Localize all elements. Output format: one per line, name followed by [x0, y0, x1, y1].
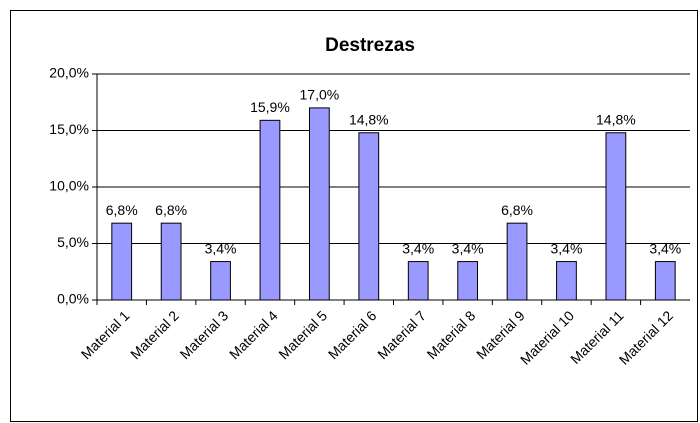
bar: [605, 132, 627, 301]
y-tick-label: 20,0%: [49, 65, 89, 81]
value-label: 3,4%: [205, 240, 237, 256]
bar: [308, 107, 330, 301]
value-label: 6,8%: [501, 202, 533, 218]
value-label: 3,4%: [550, 240, 582, 256]
value-label: 15,9%: [250, 99, 290, 115]
value-label: 17,0%: [300, 87, 340, 103]
y-tick-label: 10,0%: [49, 178, 89, 194]
value-label: 6,8%: [106, 202, 138, 218]
value-label: 3,4%: [649, 240, 681, 256]
chart-title: Destrezas: [325, 35, 415, 56]
value-label: 6,8%: [155, 202, 187, 218]
bar: [358, 132, 380, 301]
value-label: 3,4%: [452, 240, 484, 256]
bar: [654, 261, 676, 301]
bar: [111, 222, 133, 301]
y-tick-label: 15,0%: [49, 121, 89, 137]
value-label: 14,8%: [596, 111, 636, 127]
value-label: 3,4%: [402, 240, 434, 256]
chart-border: [10, 10, 698, 422]
y-tick-label: 0,0%: [57, 291, 89, 307]
bar: [506, 222, 528, 301]
bar: [556, 261, 577, 301]
bar: [407, 261, 429, 301]
bar: [457, 261, 479, 301]
y-tick-label: 5,0%: [57, 234, 89, 250]
bar: [259, 119, 281, 301]
value-label: 14,8%: [349, 111, 389, 127]
bar: [160, 222, 182, 301]
bar: [210, 261, 231, 301]
